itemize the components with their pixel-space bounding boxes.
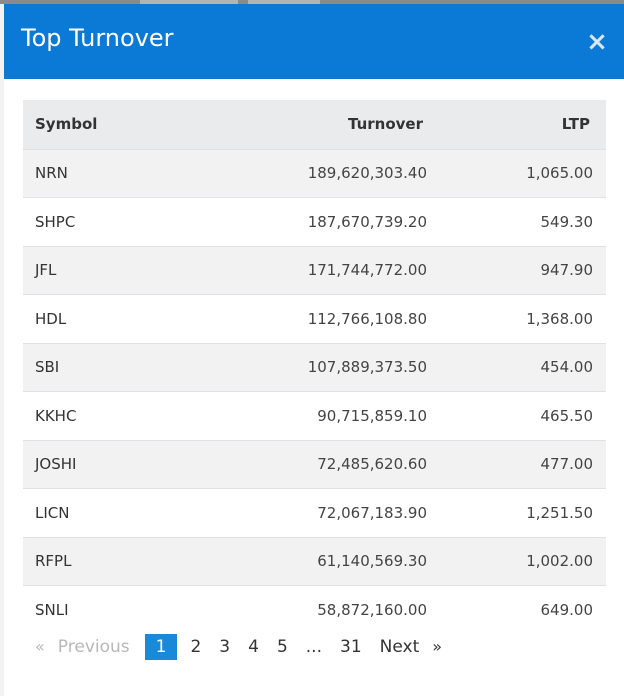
table-row[interactable]: SBI 107,889,373.50 454.00 bbox=[23, 343, 606, 392]
page-link-5[interactable]: 5 bbox=[276, 637, 288, 657]
cell-ltp: 1,251.50 bbox=[526, 503, 593, 522]
cell-symbol: SHPC bbox=[35, 212, 76, 231]
cell-ltp: 465.50 bbox=[540, 406, 594, 425]
cell-turnover: 90,715,859.10 bbox=[317, 406, 427, 425]
top-turnover-modal: Top Turnover × Symbol Turnover LTP NRN 18… bbox=[4, 4, 624, 696]
background-page-edge bbox=[0, 4, 4, 696]
next-page-link[interactable]: Next bbox=[379, 637, 420, 657]
table-row[interactable]: JOSHI 72,485,620.60 477.00 bbox=[23, 440, 606, 489]
column-header-turnover[interactable]: Turnover bbox=[348, 115, 423, 134]
cell-ltp: 454.00 bbox=[540, 358, 594, 377]
cell-turnover: 189,620,303.40 bbox=[307, 164, 427, 183]
cell-symbol: LICN bbox=[35, 503, 70, 522]
page-link-2[interactable]: 2 bbox=[190, 637, 202, 657]
cell-symbol: KKHC bbox=[35, 406, 77, 425]
cell-ltp: 947.90 bbox=[540, 261, 594, 280]
table-header-row: Symbol Turnover LTP bbox=[23, 100, 606, 149]
cell-ltp: 1,368.00 bbox=[526, 309, 593, 328]
cell-ltp: 477.00 bbox=[540, 455, 594, 474]
cell-turnover: 112,766,108.80 bbox=[307, 309, 427, 328]
table-row[interactable]: SNLI 58,872,160.00 649.00 bbox=[23, 585, 606, 634]
modal-header: Top Turnover × bbox=[4, 4, 624, 79]
column-header-symbol[interactable]: Symbol bbox=[35, 115, 98, 134]
table-row[interactable]: LICN 72,067,183.90 1,251.50 bbox=[23, 488, 606, 537]
page-link-4[interactable]: 4 bbox=[248, 637, 259, 657]
cell-turnover: 72,485,620.60 bbox=[317, 455, 427, 474]
cell-turnover: 61,140,569.30 bbox=[317, 552, 427, 571]
previous-arrow-icon: « bbox=[35, 637, 45, 656]
cell-turnover: 58,872,160.00 bbox=[317, 601, 427, 619]
close-button[interactable]: × bbox=[585, 26, 609, 58]
column-header-ltp[interactable]: LTP bbox=[561, 115, 590, 134]
cell-symbol: JFL bbox=[35, 261, 57, 280]
cell-symbol: SNLI bbox=[35, 601, 69, 619]
pagination-ellipsis: ... bbox=[305, 637, 322, 657]
table-row[interactable]: JFL 171,744,772.00 947.90 bbox=[23, 246, 606, 295]
cell-turnover: 107,889,373.50 bbox=[307, 358, 427, 377]
modal-title: Top Turnover bbox=[21, 24, 174, 52]
table-row[interactable]: NRN 189,620,303.40 1,065.00 bbox=[23, 149, 606, 198]
cell-ltp: 549.30 bbox=[540, 212, 594, 231]
previous-page-link: Previous bbox=[57, 637, 130, 657]
cell-ltp: 1,002.00 bbox=[526, 552, 593, 571]
table-row[interactable]: SHPC 187,670,739.20 549.30 bbox=[23, 197, 606, 246]
close-icon: × bbox=[586, 27, 608, 57]
cell-turnover: 171,744,772.00 bbox=[307, 261, 427, 280]
turnover-table: Symbol Turnover LTP NRN 189,620,303.40 1,0… bbox=[23, 100, 606, 634]
cell-symbol: RFPL bbox=[35, 552, 72, 571]
cell-symbol: JOSHI bbox=[35, 455, 77, 474]
table-row[interactable]: RFPL 61,140,569.30 1,002.00 bbox=[23, 537, 606, 586]
table-row[interactable]: KKHC 90,715,859.10 465.50 bbox=[23, 391, 606, 440]
pagination: « Previous 1 2 3 4 5 ... 31 Next » bbox=[26, 634, 451, 660]
next-arrow-icon[interactable]: » bbox=[432, 637, 443, 656]
cell-symbol: SBI bbox=[35, 358, 60, 377]
cell-ltp: 649.00 bbox=[540, 601, 594, 619]
table-row[interactable]: HDL 112,766,108.80 1,368.00 bbox=[23, 294, 606, 343]
cell-symbol: HDL bbox=[35, 309, 67, 328]
page-link-1[interactable]: 1 bbox=[144, 634, 178, 660]
page-link-31[interactable]: 31 bbox=[340, 637, 362, 657]
page-link-3[interactable]: 3 bbox=[219, 637, 231, 657]
cell-turnover: 72,067,183.90 bbox=[317, 503, 427, 522]
turnover-table-container: Symbol Turnover LTP NRN 189,620,303.40 1,0… bbox=[23, 100, 606, 634]
cell-turnover: 187,670,739.20 bbox=[307, 212, 427, 231]
background-page-strip bbox=[0, 0, 624, 4]
cell-ltp: 1,065.00 bbox=[526, 164, 593, 183]
cell-symbol: NRN bbox=[35, 164, 68, 183]
